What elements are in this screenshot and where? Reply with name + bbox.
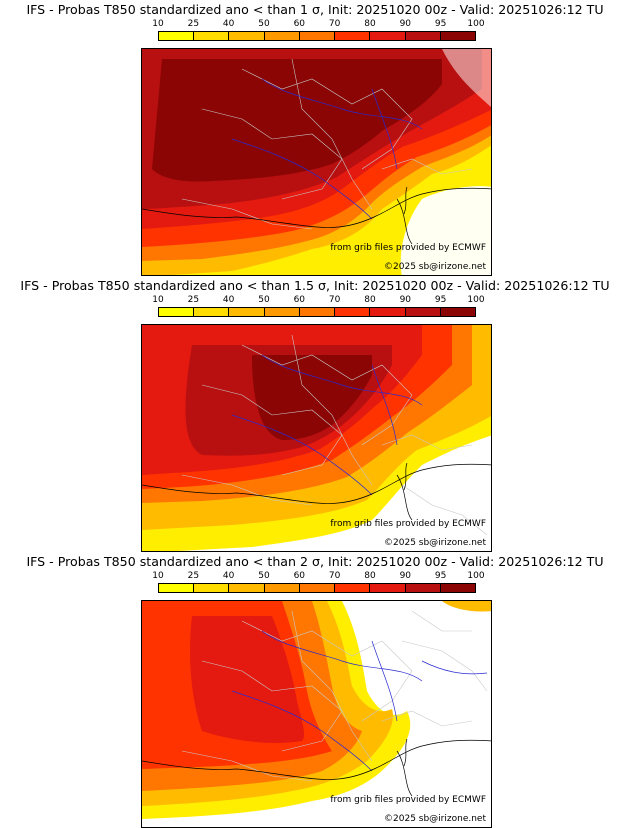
colorbar-swatch — [299, 308, 336, 316]
colorbar-swatch — [440, 308, 475, 316]
colorbar-swatch — [440, 32, 475, 40]
colorbar-tick: 10 — [152, 295, 164, 305]
colorbar-swatch — [335, 32, 371, 40]
colorbar-tick: 95 — [434, 295, 447, 305]
colorbar-swatch — [264, 584, 300, 592]
colorbar-tick: 40 — [222, 19, 235, 29]
colorbar-tick: 70 — [328, 571, 341, 581]
colorbar-tick: 90 — [399, 19, 412, 29]
map-title: IFS - Probas T850 standardized ano < tha… — [26, 554, 604, 569]
map-title: IFS - Probas T850 standardized ano < tha… — [20, 278, 610, 293]
source-credit: from grib files provided by ECMWF — [330, 519, 486, 529]
colorbar-swatch — [335, 308, 371, 316]
colorbar-tick: 50 — [258, 19, 270, 29]
colorbar-swatch — [335, 584, 371, 592]
colorbar-tick: 60 — [293, 571, 306, 581]
colorbar-tick: 80 — [364, 295, 376, 305]
colorbar-swatch — [159, 584, 195, 592]
probability-field — [142, 49, 491, 275]
colorbar-swatch — [194, 584, 230, 592]
colorbar-swatch — [370, 308, 406, 316]
colorbar-tick: 100 — [467, 19, 485, 29]
colorbar-tick: 80 — [364, 19, 376, 29]
map-panel-2: IFS - Probas T850 standardized ano < tha… — [0, 276, 630, 552]
map-title: IFS - Probas T850 standardized ano < tha… — [26, 2, 604, 17]
colorbar-swatch — [159, 32, 195, 40]
colorbar-swatch — [194, 32, 230, 40]
colorbar-labels: 10 25 40 50 60 70 80 90 95 100 — [152, 571, 484, 583]
colorbar-tick: 70 — [328, 19, 341, 29]
map-panel-1: IFS - Probas T850 standardized ano < tha… — [0, 0, 630, 276]
colorbar-tick: 95 — [434, 19, 447, 29]
copyright-credit: ©2025 sb@irizone.net — [384, 814, 486, 824]
colorbar-swatch — [159, 308, 195, 316]
colorbar-swatch — [370, 32, 406, 40]
colorbar-swatch — [299, 584, 336, 592]
colorbar-tick: 90 — [399, 571, 412, 581]
colorbar-tick: 10 — [152, 19, 164, 29]
colorbar-tick: 95 — [434, 571, 447, 581]
colorbar-swatch — [264, 32, 300, 40]
source-credit: from grib files provided by ECMWF — [330, 243, 486, 253]
colorbar-labels: 10 25 40 50 60 70 80 90 95 100 — [152, 295, 484, 307]
colorbar-swatch — [229, 308, 265, 316]
colorbar-swatch — [405, 584, 441, 592]
copyright-credit: ©2025 sb@irizone.net — [384, 538, 486, 548]
colorbar-tick: 60 — [293, 19, 306, 29]
source-credit: from grib files provided by ECMWF — [330, 795, 486, 805]
colorbar — [158, 31, 476, 41]
colorbar-tick: 40 — [222, 571, 235, 581]
map-panel-3: IFS - Probas T850 standardized ano < tha… — [0, 552, 630, 828]
colorbar-swatch — [405, 32, 441, 40]
colorbar-tick: 40 — [222, 295, 235, 305]
copyright-credit: ©2025 sb@irizone.net — [384, 262, 486, 272]
probability-map: from grib files provided by ECMWF ©2025 … — [141, 324, 492, 552]
probability-field — [142, 601, 491, 827]
colorbar-tick: 70 — [328, 295, 341, 305]
colorbar-tick: 10 — [152, 571, 164, 581]
probability-field — [142, 325, 491, 551]
probability-map: from grib files provided by ECMWF ©2025 … — [141, 48, 492, 276]
colorbar-swatch — [194, 308, 230, 316]
colorbar-labels: 10 25 40 50 60 70 80 90 95 100 — [152, 19, 484, 31]
colorbar-swatch — [229, 32, 265, 40]
colorbar-tick: 25 — [187, 295, 200, 305]
colorbar-tick: 50 — [258, 571, 270, 581]
colorbar-tick: 90 — [399, 295, 412, 305]
colorbar-swatch — [405, 308, 441, 316]
colorbar-tick: 100 — [467, 571, 485, 581]
colorbar-tick: 25 — [187, 571, 200, 581]
colorbar-swatch — [264, 308, 300, 316]
colorbar-swatch — [440, 584, 475, 592]
colorbar-swatch — [299, 32, 336, 40]
colorbar-swatch — [370, 584, 406, 592]
colorbar-tick: 80 — [364, 571, 376, 581]
colorbar-tick: 60 — [293, 295, 306, 305]
colorbar-tick: 100 — [467, 295, 485, 305]
colorbar-tick: 25 — [187, 19, 200, 29]
probability-map: from grib files provided by ECMWF ©2025 … — [141, 600, 492, 828]
colorbar-swatch — [229, 584, 265, 592]
colorbar — [158, 583, 476, 593]
colorbar-tick: 50 — [258, 295, 270, 305]
colorbar — [158, 307, 476, 317]
